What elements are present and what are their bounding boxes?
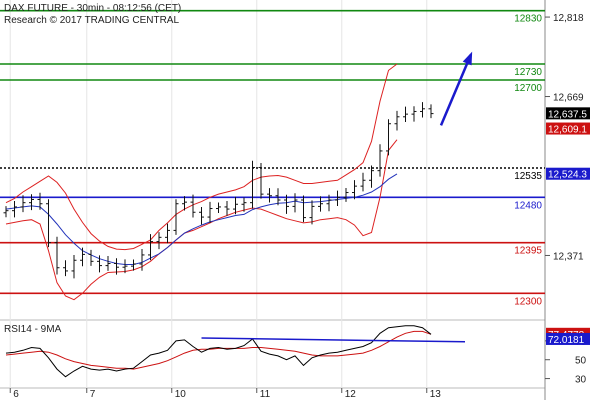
price-bar [97,255,102,273]
price-bar [12,200,17,218]
rsi-ma-line [5,330,432,370]
price-bar [122,259,128,274]
price-bar [403,106,408,123]
price-bar [386,119,391,156]
price-bar [63,260,68,277]
price-bar [148,234,153,261]
x-tick-label: 7 [90,389,96,400]
price-bar [114,258,119,275]
price-bar [343,188,349,202]
price-bar [105,256,111,271]
price-bar [284,194,289,214]
rsi-layer [5,325,466,378]
x-tick-label: 13 [430,389,442,400]
price-y-tick-label: 12,669 [553,93,584,104]
forecast-arrow-head [462,51,473,66]
price-bar [37,192,43,210]
price-bar [199,207,204,225]
price-bar [71,255,77,279]
price-bar [318,196,323,212]
price-bar [20,195,26,213]
price-bar [207,201,213,224]
price-bar [241,197,247,212]
level-label-12700: 12700 [514,83,542,94]
price-bar [250,160,255,209]
price-bar [411,106,417,122]
candles-layer [3,102,434,279]
level-label-12730: 12730 [514,67,542,78]
price-bar [54,236,60,275]
price-bar [224,200,230,216]
price-bar [275,188,281,206]
price-bar [182,196,187,211]
x-tick-label: 11 [260,389,271,400]
price-bar [216,202,221,214]
price-bar [3,206,9,218]
price-bar [190,194,196,218]
rsi-y-tick-label: 50 [575,356,587,367]
envelope-upper-line [5,63,398,251]
rsi-panel-title: RSI14 - 9MA [4,324,62,335]
price-bar [369,165,374,188]
price-bar [88,249,94,266]
x-tick-label: 6 [13,389,19,400]
price-bar [326,194,332,212]
price-bar [335,190,340,206]
indicators-layer [5,51,473,301]
rsi-y-tick-label: 30 [575,375,587,386]
forecast-arrow-shaft [439,53,473,126]
price-tag-black-bg [546,107,590,120]
level-label-12830: 12830 [514,14,542,25]
envelope-lower-line [5,139,398,301]
price-bar [267,188,272,203]
price-bar [46,199,51,248]
tags-layer: 12,637.512,609.112,524.377.477872.0181 [546,107,590,346]
price-bar [80,247,85,267]
price-tag-red-bg [546,122,590,135]
chart-title: DAX FUTURE - 30min - 08:12:56 (CET) [4,3,181,14]
price-bar [165,223,170,244]
x-tick-label: 10 [175,389,187,400]
levels-layer: 12830 12730 12700 12535 12480 12395 12300 [0,9,545,307]
rsi-tag-blue-bg [546,332,590,345]
price-bar [139,248,145,271]
price-bar [29,194,34,211]
price-bar [394,110,400,131]
price-tag-blue-bg [546,167,590,180]
level-label-12395: 12395 [514,246,542,257]
level-label-12480: 12480 [514,200,542,211]
price-tag-red: 12,609.1 [548,125,587,136]
price-bar [352,180,357,200]
price-tag-blue: 12,524.3 [548,170,587,181]
moving-average-line [5,173,398,265]
rsi-tag-blue: 72.0181 [548,335,585,346]
price-bar [233,196,238,215]
price-bar [131,259,136,271]
price-bar [301,195,306,223]
price-bar [377,144,383,177]
price-bar [360,172,366,192]
rsi-line [5,325,432,378]
price-y-tick-label: 12,818 [553,13,584,24]
price-bar [258,162,264,199]
price-tag-black: 12,637.5 [548,109,587,120]
price-bar [309,200,315,225]
level-label-12535: 12535 [514,171,542,182]
price-bar [420,102,425,118]
x-tick-label: 12 [345,389,357,400]
rsi-trendline [201,337,466,343]
price-bar [156,232,162,250]
price-bar [428,104,434,119]
level-label-12300: 12300 [514,296,542,307]
price-bar [292,193,298,213]
price-bar [173,199,179,235]
price-y-tick-label: 12,371 [553,251,584,262]
chart-subtitle: Research © 2017 TRADING CENTRAL [4,15,179,26]
